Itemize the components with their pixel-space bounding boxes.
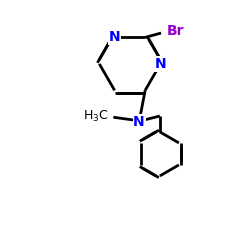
- Text: N: N: [155, 57, 166, 71]
- Text: N: N: [109, 30, 120, 44]
- Text: N: N: [133, 115, 145, 129]
- Text: Br: Br: [167, 24, 185, 38]
- Text: H$_3$C: H$_3$C: [83, 108, 108, 124]
